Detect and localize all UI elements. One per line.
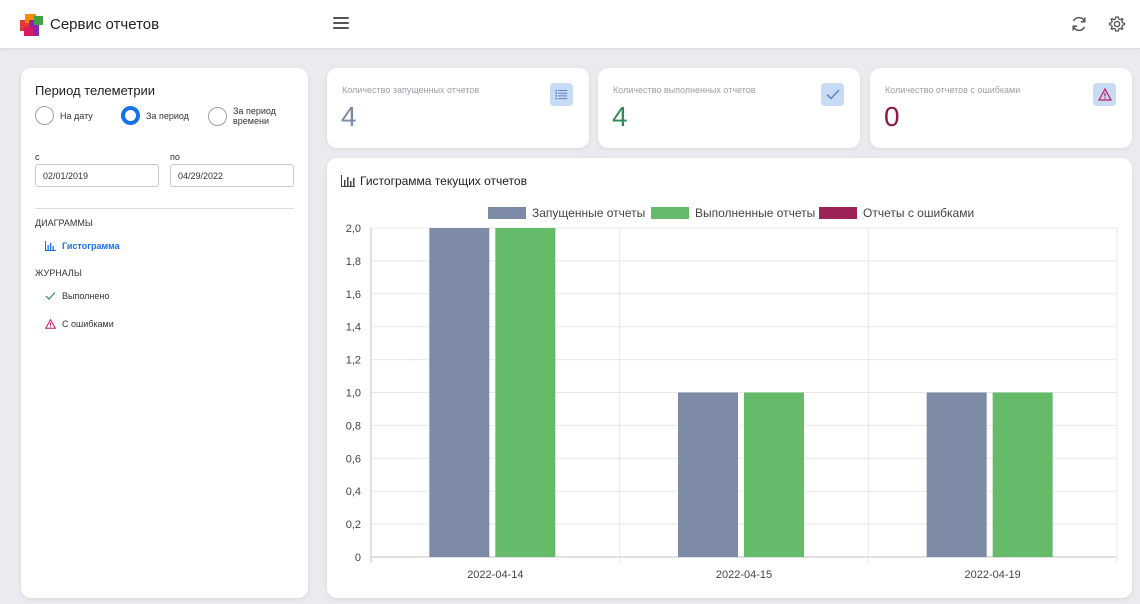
x-tick-label: 2022-04-14 bbox=[467, 569, 523, 581]
radio-circle-selected[interactable] bbox=[121, 106, 140, 125]
warning-icon bbox=[1093, 83, 1116, 106]
chart-title: Гистограмма текущих отчетов bbox=[341, 174, 527, 188]
y-tick-label: 2,0 bbox=[346, 223, 361, 235]
check-icon bbox=[45, 292, 56, 300]
legend-label: Отчеты с ошибками bbox=[863, 206, 974, 220]
y-tick-label: 1,8 bbox=[346, 256, 361, 268]
legend-swatch bbox=[651, 207, 689, 219]
radio-for-period[interactable]: За период bbox=[121, 106, 189, 125]
radio-circle[interactable] bbox=[35, 106, 54, 125]
bar-chart-icon bbox=[45, 241, 56, 251]
nav-histogram[interactable]: Гистограмма bbox=[45, 241, 120, 251]
histogram-chart: 0 0,2 0,4 0,6 0,8 1,0 1,2 1,4 1,6 1,8 2,0 2022-04-1… bbox=[346, 206, 1118, 581]
y-tick-label: 1,6 bbox=[346, 289, 361, 301]
nav-label: Выполнено bbox=[62, 291, 110, 301]
stat-card-completed: Количество выполненных отчетов 4 bbox=[598, 68, 860, 148]
nav-label: Гистограмма bbox=[62, 241, 120, 251]
stat-label: Количество запущенных отчетов bbox=[342, 85, 480, 95]
radio-on-date[interactable]: На дату bbox=[35, 106, 93, 125]
nav-done[interactable]: Выполнено bbox=[45, 291, 109, 301]
divider bbox=[35, 208, 294, 209]
histogram-card: Гистограмма текущих отчетов 0 0,2 0,4 0,6 0,… bbox=[327, 158, 1132, 598]
to-date-input[interactable] bbox=[170, 164, 294, 187]
gear-icon[interactable] bbox=[1107, 14, 1127, 34]
x-tick-label: 2022-04-15 bbox=[716, 569, 772, 581]
stat-value: 0 bbox=[884, 101, 900, 132]
bar-chart-icon bbox=[341, 175, 355, 187]
legend-swatch bbox=[488, 207, 526, 219]
menu-icon[interactable] bbox=[333, 17, 349, 31]
legend-label: Выполненные отчеты bbox=[695, 206, 815, 220]
stat-card-started: Количество запущенных отчетов 4 bbox=[327, 68, 589, 148]
top-bar: Сервис отчетов bbox=[0, 0, 1140, 49]
stat-value: 4 bbox=[612, 101, 628, 132]
refresh-icon[interactable] bbox=[1069, 14, 1089, 34]
bar bbox=[429, 228, 490, 557]
y-tick-label: 0,2 bbox=[346, 519, 361, 531]
chart-title-text: Гистограмма текущих отчетов bbox=[360, 174, 527, 188]
bar bbox=[678, 392, 738, 557]
radio-label: На дату bbox=[60, 110, 93, 121]
to-date-label: по bbox=[170, 152, 180, 162]
period-title: Период телеметрии bbox=[35, 83, 156, 98]
check-icon bbox=[821, 83, 844, 106]
warning-icon bbox=[45, 319, 56, 329]
stat-label: Количество выполненных отчетов bbox=[613, 85, 756, 95]
legend-label: Запущенные отчеты bbox=[532, 206, 645, 220]
stat-value: 4 bbox=[341, 101, 357, 132]
filter-panel: Период телеметрии На дату За период За п… bbox=[21, 68, 308, 598]
nav-errors[interactable]: С ошибками bbox=[45, 319, 114, 329]
from-date-label: с bbox=[35, 152, 40, 162]
radio-label: За период bbox=[146, 110, 189, 121]
radio-period-time[interactable]: За период времени bbox=[208, 106, 276, 126]
y-tick-label: 1,4 bbox=[346, 322, 361, 334]
nav-label: С ошибками bbox=[62, 319, 114, 329]
y-tick-label: 0,8 bbox=[346, 420, 361, 432]
bar bbox=[744, 392, 804, 557]
y-tick-label: 0,4 bbox=[346, 486, 361, 498]
from-date-input[interactable] bbox=[35, 164, 159, 187]
bar bbox=[992, 392, 1053, 557]
app-logo bbox=[20, 14, 43, 36]
radio-label: За период времени bbox=[233, 106, 276, 126]
y-tick-label: 0,6 bbox=[346, 453, 361, 465]
radio-circle[interactable] bbox=[208, 106, 227, 126]
legend-swatch bbox=[819, 207, 857, 219]
stat-card-errors: Количество отчетов с ошибками 0 bbox=[870, 68, 1132, 148]
y-tick-label: 1,2 bbox=[346, 355, 361, 367]
y-tick-label: 0 bbox=[355, 552, 361, 564]
bar bbox=[926, 392, 987, 557]
y-tick-label: 1,0 bbox=[346, 388, 361, 400]
stat-label: Количество отчетов с ошибками bbox=[885, 85, 1021, 95]
bar bbox=[495, 228, 556, 557]
list-icon bbox=[550, 83, 573, 106]
x-tick-label: 2022-04-19 bbox=[965, 569, 1021, 581]
diagrams-heading: ДИАГРАММЫ bbox=[35, 218, 93, 228]
app-title: Сервис отчетов bbox=[50, 16, 160, 33]
journals-heading: ЖУРНАЛЫ bbox=[35, 268, 82, 278]
